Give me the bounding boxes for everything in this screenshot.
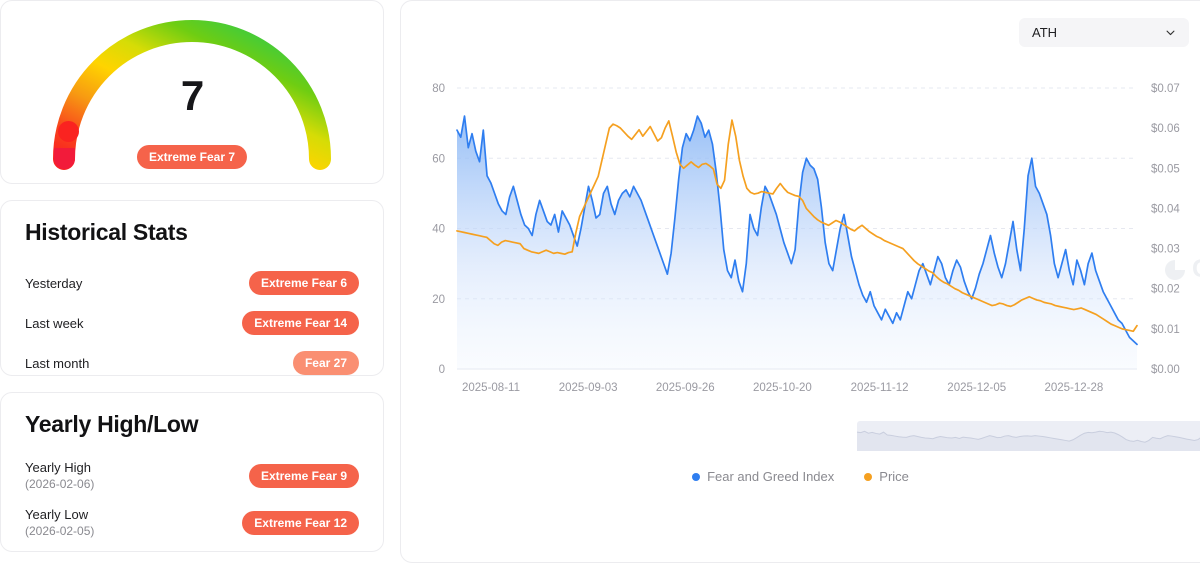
stat-label: Yearly Low <box>25 507 89 522</box>
gauge-card: 7 Extreme Fear 7 <box>0 0 384 184</box>
stat-label: Yesterday <box>25 275 83 291</box>
list-item: Yearly Low (2026-02-05) Extreme Fear 12 <box>1 499 383 546</box>
chevron-down-icon <box>1166 30 1175 36</box>
x-axis-tick: 2025-09-26 <box>656 382 715 391</box>
fear-greed-price-chart[interactable]: 0 20 40 60 80 $0.00 $0.01 $0.02 $0.03 $0.04 $0.05 $… <box>401 61 1193 391</box>
x-axis-tick: 2025-11-12 <box>851 382 909 391</box>
series-line-1 <box>456 119 1138 333</box>
y-axis-right-tick: $0.04 <box>1151 203 1180 215</box>
chart-panel: ATH 0 20 40 60 80 $0.00 $0.01 $0.02 $0.03 $0.04 $0… <box>400 0 1200 563</box>
y-axis-left-tick: 40 <box>432 224 445 236</box>
range-select-value: ATH <box>1032 25 1058 40</box>
gauge-status-badge: Extreme Fear 7 <box>136 145 248 169</box>
legend-label: Price <box>879 469 909 484</box>
stat-date: (2026-02-06) <box>25 477 95 491</box>
yearly-high-low-card: Yearly High/Low Yearly High (2026-02-06)… <box>0 392 384 552</box>
gauge-wrap: 7 Extreme Fear 7 <box>1 1 383 185</box>
status-badge: Extreme Fear 12 <box>242 510 359 535</box>
y-axis-left-tick: 80 <box>432 83 445 95</box>
stat-label: Last week <box>25 315 84 331</box>
range-brush[interactable] <box>856 421 1200 451</box>
y-axis-left-tick: 0 <box>439 364 445 376</box>
historical-stats-title: Historical Stats <box>25 219 188 245</box>
stat-label: Yearly High <box>25 460 92 475</box>
x-axis-tick: 2025-09-03 <box>559 382 618 391</box>
y-axis-right-tick: $0.05 <box>1151 163 1180 175</box>
legend-color-dot <box>864 472 873 481</box>
status-badge: Extreme Fear 6 <box>248 271 359 295</box>
y-axis-left-tick: 20 <box>432 294 445 306</box>
gauge-value: 7 <box>180 72 204 119</box>
legend-label: Fear and Greed Index <box>707 469 835 484</box>
y-axis-right-tick: $0.00 <box>1151 364 1180 376</box>
y-axis-right-tick: $0.06 <box>1151 123 1180 135</box>
series-line-0 <box>456 115 1138 346</box>
gauge-needle-icon <box>58 121 79 142</box>
chart-plot-area[interactable]: 0 20 40 60 80 $0.00 $0.01 $0.02 $0.03 $0.04 $0.05 $… <box>401 61 1200 391</box>
historical-stats-rows: Yesterday Extreme Fear 6 Last week Extre… <box>1 263 383 383</box>
x-axis-tick: 2025-12-05 <box>947 382 1006 391</box>
status-badge: Extreme Fear 14 <box>242 311 359 335</box>
historical-stats-card: Historical Stats Yesterday Extreme Fear … <box>0 200 384 376</box>
x-axis-tick: 2025-12-28 <box>1044 382 1103 391</box>
status-badge: Extreme Fear 9 <box>248 463 359 488</box>
fear-greed-gauge <box>53 20 331 170</box>
status-badge: Fear 27 <box>292 351 359 375</box>
y-axis-right-tick: $0.07 <box>1151 83 1180 95</box>
x-axis-tick: 2025-10-20 <box>753 382 812 391</box>
range-brush-svg[interactable] <box>856 421 1200 451</box>
yearly-high-label-group: Yearly High (2026-02-06) <box>25 460 94 491</box>
range-select[interactable]: ATH <box>1019 18 1189 47</box>
yearly-rows: Yearly High (2026-02-06) Extreme Fear 9 … <box>1 452 383 546</box>
legend-item-price[interactable]: Price <box>864 469 909 484</box>
gauge-needle-tail-icon <box>54 148 75 169</box>
stat-label: Last month <box>25 355 90 371</box>
gate-watermark-text: Gate <box>1192 255 1200 284</box>
chart-legend: Fear and Greed Index Price <box>401 469 1200 484</box>
y-axis-right-tick: $0.02 <box>1151 284 1180 296</box>
y-axis-right-tick: $0.03 <box>1151 244 1180 256</box>
yearly-low-label-group: Yearly Low (2026-02-05) <box>25 507 94 538</box>
legend-color-dot <box>692 472 701 481</box>
x-axis-tick: 2025-08-11 <box>462 382 520 391</box>
list-item: Last month Fear 27 <box>1 343 383 383</box>
stat-date: (2026-02-05) <box>25 524 95 538</box>
brush-line <box>856 430 1200 443</box>
y-axis-left-tick: 60 <box>432 153 445 165</box>
list-item: Last week Extreme Fear 14 <box>1 303 383 343</box>
series-area-0 <box>457 116 1137 369</box>
left-sidebar: 7 Extreme Fear 7 Historical Stats Yester… <box>0 0 400 563</box>
y-axis-right-tick: $0.01 <box>1151 324 1180 336</box>
yearly-high-low-title: Yearly High/Low <box>25 411 199 437</box>
brush-area <box>857 431 1200 451</box>
list-item: Yearly High (2026-02-06) Extreme Fear 9 <box>1 452 383 499</box>
list-item: Yesterday Extreme Fear 6 <box>1 263 383 303</box>
legend-item-index[interactable]: Fear and Greed Index <box>692 469 834 484</box>
